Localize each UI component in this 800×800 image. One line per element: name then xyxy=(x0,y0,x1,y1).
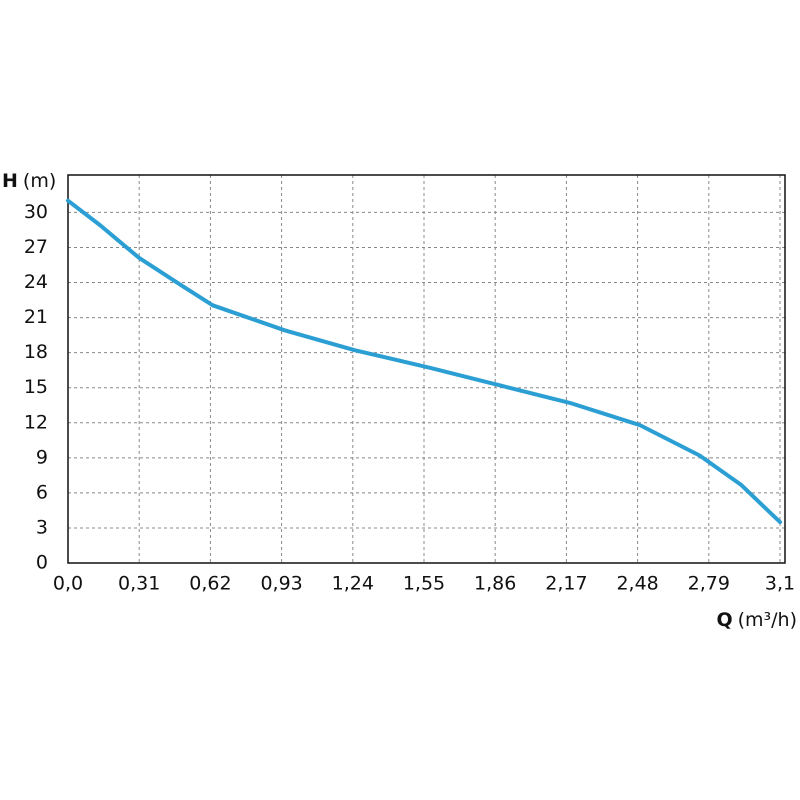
y-tick-label: 0 xyxy=(36,552,48,574)
y-axis-label: H (m) xyxy=(2,170,56,192)
y-tick-label: 30 xyxy=(24,201,48,223)
x-tick-label: 0,62 xyxy=(189,573,231,595)
x-tick-label: 0,31 xyxy=(118,573,160,595)
y-tick-label: 12 xyxy=(24,411,48,433)
x-tick-label: 3,1 xyxy=(765,573,795,595)
curve xyxy=(66,198,782,525)
x-tick-label: 1,55 xyxy=(403,573,445,595)
x-tick-label: 2,17 xyxy=(545,573,587,595)
plot-frame xyxy=(67,174,786,564)
x-tick-label: 2,48 xyxy=(616,573,658,595)
y-tick-label: 27 xyxy=(24,236,48,258)
y-tick-label: 21 xyxy=(24,306,48,328)
y-tick-label: 24 xyxy=(24,271,48,293)
x-tick-label: 1,86 xyxy=(474,573,516,595)
y-tick-label: 15 xyxy=(24,376,48,398)
x-tick-label: 1,24 xyxy=(332,573,374,595)
x-tick-label: 2,79 xyxy=(688,573,730,595)
y-tick-label: 18 xyxy=(24,341,48,363)
x-tick-label: 0,0 xyxy=(53,573,83,595)
y-tick-label: 9 xyxy=(36,446,48,468)
y-tick-label: 3 xyxy=(36,516,48,538)
y-axis-symbol: H xyxy=(2,170,18,192)
x-axis-unit: (m³/h) xyxy=(738,609,797,631)
y-axis-unit: (m) xyxy=(23,170,56,192)
y-tick-label: 6 xyxy=(36,481,48,503)
x-axis-label: Q (m³/h) xyxy=(716,609,797,631)
x-tick-label: 0,93 xyxy=(260,573,302,595)
x-axis-symbol: Q xyxy=(716,609,732,631)
